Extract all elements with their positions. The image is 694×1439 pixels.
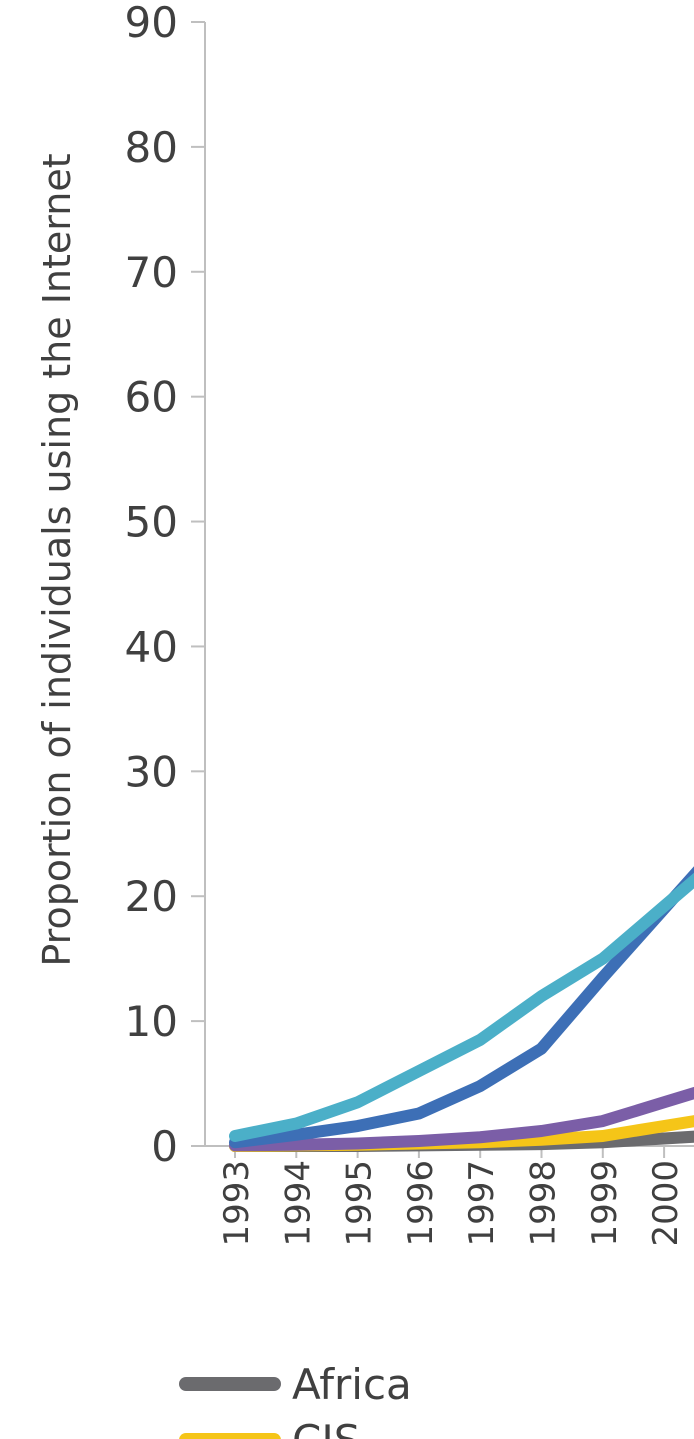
x-axis-ticks: 1993 1994 1995 1996 1997 1998 1999 2000 — [217, 1146, 686, 1247]
x-tick-label: 2000 — [646, 1160, 686, 1247]
y-tick-label: 30 — [125, 747, 178, 796]
legend-label-africa: Africa — [292, 1360, 412, 1409]
y-tick-label: 70 — [125, 248, 178, 297]
y-tick-label: 40 — [125, 622, 178, 671]
x-tick-label: 1993 — [217, 1160, 257, 1247]
series-lines — [229, 866, 694, 1152]
y-tick-label: 90 — [125, 0, 178, 47]
y-axis-title: Proportion of individuals using the Inte… — [35, 153, 79, 966]
y-tick-label: 0 — [151, 1122, 178, 1171]
x-tick-label: 1995 — [340, 1160, 380, 1247]
series-line-series-5 — [229, 872, 694, 1143]
legend-label-cis: CIS — [292, 1416, 360, 1439]
y-tick-label: 80 — [125, 123, 178, 172]
x-tick-label: 1999 — [585, 1160, 625, 1247]
series-line-series-3 — [229, 1086, 694, 1152]
legend: Africa CIS — [179, 1360, 412, 1439]
x-tick-label: 1997 — [462, 1160, 502, 1247]
x-tick-label: 1996 — [401, 1160, 441, 1247]
series-line-series-4 — [229, 866, 694, 1149]
y-tick-label: 20 — [125, 872, 178, 921]
y-tick-label: 60 — [125, 373, 178, 422]
x-tick-label: 1998 — [524, 1160, 564, 1247]
x-tick-label: 1994 — [278, 1160, 318, 1247]
y-tick-label: 10 — [125, 997, 178, 1046]
y-tick-label: 50 — [125, 498, 178, 547]
y-axis-ticks: 0 10 20 30 40 50 60 70 80 90 — [125, 0, 205, 1171]
